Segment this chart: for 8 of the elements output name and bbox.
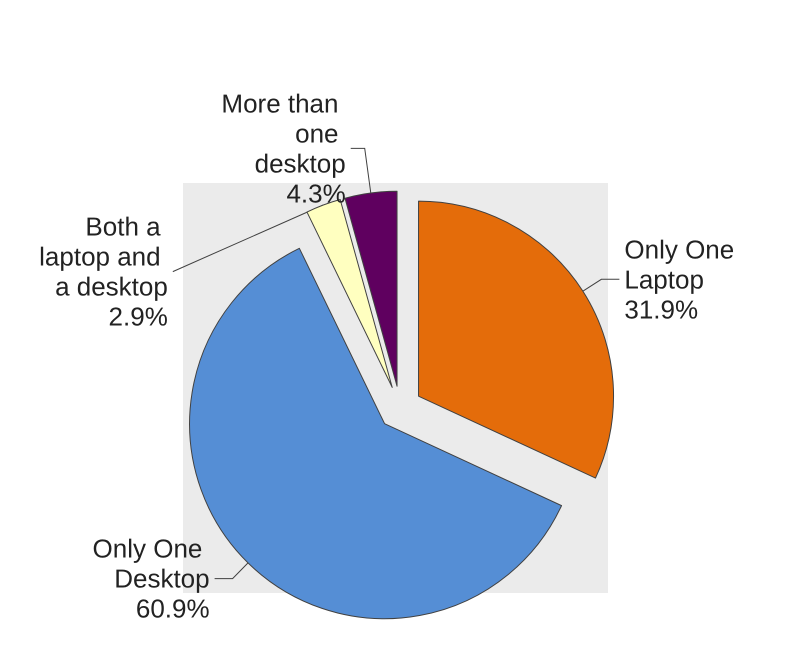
data-label: 4.3%	[286, 178, 346, 208]
slice-label: More than one desktop	[221, 88, 346, 178]
data-label: 2.9%	[108, 302, 168, 332]
data-label: 60.9%	[136, 594, 210, 624]
slice-label: Only One Desktop	[92, 534, 210, 594]
data-label: 31.9%	[624, 294, 698, 324]
slice-label: Both a laptop and a desktop	[39, 212, 168, 302]
slice-label: Only One Laptop	[624, 234, 742, 294]
